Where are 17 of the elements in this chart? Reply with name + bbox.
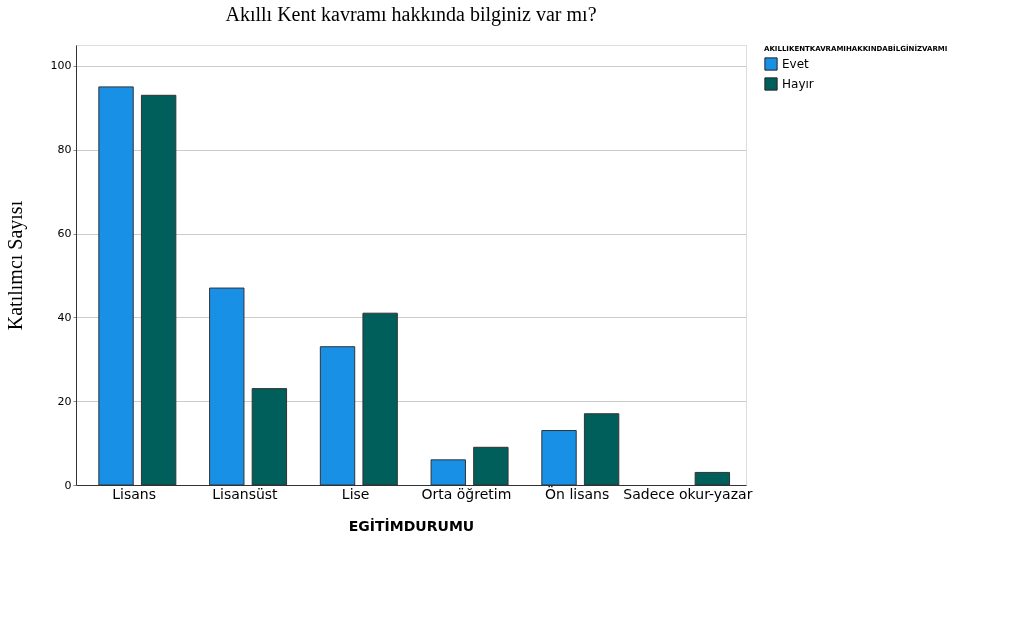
x-tick-label: Lise	[341, 485, 370, 502]
y-tick-label: 60	[57, 227, 72, 241]
y-tick-label: 80	[57, 143, 72, 157]
x-tick-label: Orta öğretim	[421, 485, 512, 502]
legend-label: Evet	[782, 57, 810, 71]
y-tick-label: 40	[57, 310, 72, 324]
y-axis-title: Katılımcı Sayısı	[3, 200, 27, 331]
y-tick-label: 0	[64, 478, 72, 492]
x-tick-label: Lisans	[112, 485, 157, 502]
x-tick-label: Sadece okur-yazar	[623, 485, 753, 502]
x-axis-title: EGİTİMDURUMU	[348, 517, 475, 534]
x-tick-label: Lisansüst	[212, 485, 279, 502]
legend-label: Hayır	[782, 77, 814, 91]
x-tick-label: Ön lisans	[545, 484, 610, 502]
chart-title: Akıllı Kent kavramı hakkında bilginiz var mı?	[225, 3, 597, 26]
y-tick-label: 20	[57, 394, 72, 408]
y-tick-label: 100	[50, 59, 72, 73]
